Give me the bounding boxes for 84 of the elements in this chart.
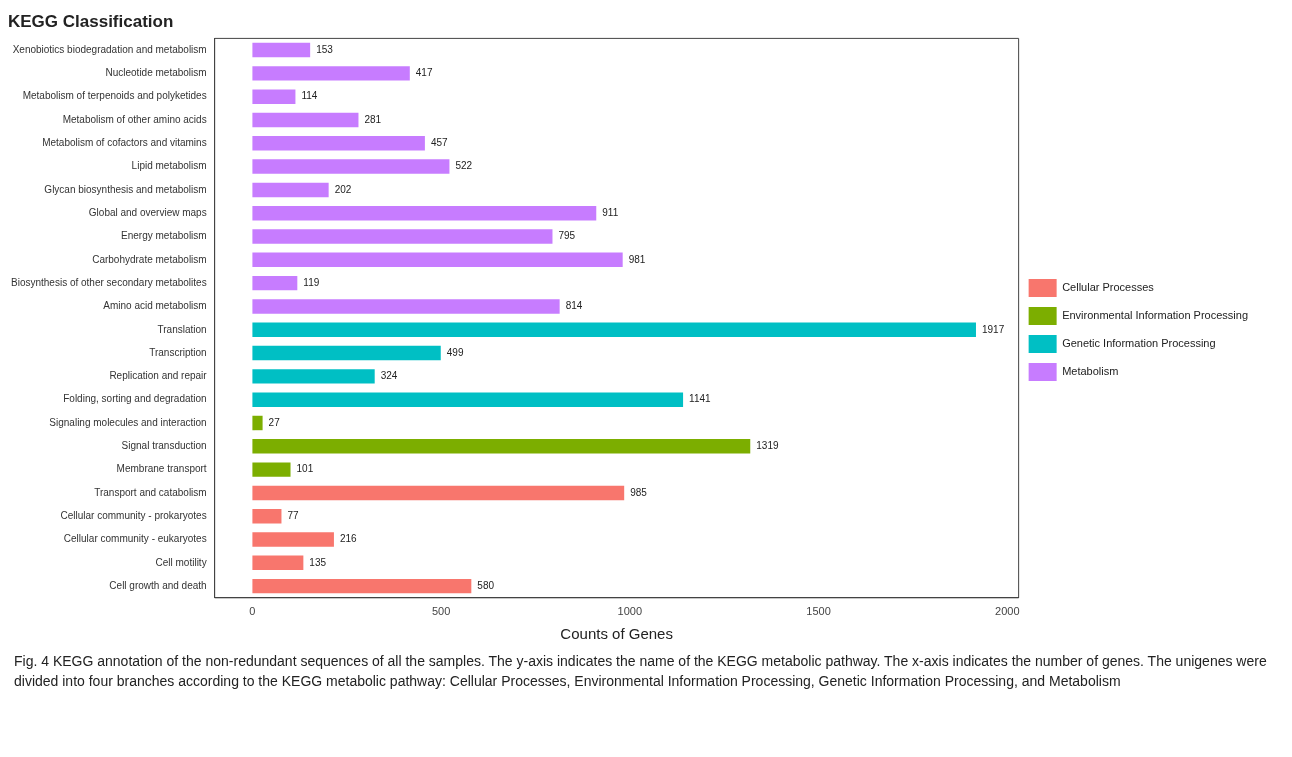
- y-tick-label: Xenobiotics biodegradation and metabolism: [12, 43, 207, 55]
- x-tick-label: 2000: [995, 605, 1020, 618]
- data-label: 1141: [689, 393, 712, 405]
- y-tick-label: Metabolism of cofactors and vitamins: [42, 137, 207, 149]
- y-tick-label: Cellular community - eukaryotes: [63, 533, 207, 545]
- bar: [252, 532, 334, 547]
- bar: [252, 136, 425, 151]
- x-tick-label: 1500: [806, 605, 831, 618]
- bar: [252, 66, 410, 81]
- data-label: 1917: [981, 323, 1005, 335]
- data-label: 457: [430, 137, 449, 149]
- data-label: 324: [380, 370, 398, 382]
- bar: [252, 439, 751, 454]
- y-tick-label: Lipid metabolism: [131, 160, 207, 172]
- bar: [252, 42, 311, 58]
- bar: [252, 182, 329, 198]
- data-label: 985: [630, 486, 648, 498]
- x-tick-label: 500: [431, 605, 451, 618]
- data-label: 814: [565, 300, 583, 312]
- bar: [252, 415, 263, 431]
- bar: [252, 322, 976, 337]
- y-tick-label: Carbohydrate metabolism: [92, 253, 207, 265]
- data-label: 135: [309, 556, 327, 568]
- bar: [252, 369, 375, 384]
- y-tick-label: Transcription: [149, 346, 207, 358]
- data-label: 153: [316, 43, 334, 55]
- bar: [252, 205, 597, 221]
- data-label: 911: [602, 206, 619, 218]
- bar: [252, 112, 359, 128]
- y-tick-label: Membrane transport: [116, 463, 207, 475]
- y-tick-label: Metabolism of other amino acids: [62, 113, 207, 125]
- y-tick-label: Transport and catabolism: [94, 486, 207, 498]
- data-label: 981: [628, 253, 646, 265]
- data-label: 119: [303, 276, 320, 288]
- data-label: 114: [301, 90, 318, 102]
- y-tick-label: Cell motility: [155, 556, 207, 568]
- data-label: 522: [455, 160, 473, 172]
- y-tick-label: Cell growth and death: [109, 579, 207, 591]
- data-label: 499: [446, 346, 464, 358]
- y-tick-label: Nucleotide metabolism: [105, 67, 207, 79]
- x-tick-label: 1000: [617, 605, 643, 618]
- legend-label: Genetic Information Processing: [1062, 337, 1216, 350]
- bar: [252, 485, 625, 501]
- legend-label: Cellular Processes: [1062, 281, 1155, 294]
- y-tick-label: Metabolism of terpenoids and polyketides: [22, 90, 207, 102]
- y-tick-label: Amino acid metabolism: [103, 300, 207, 312]
- data-label: 77: [287, 509, 300, 521]
- x-tick-label: 0: [249, 605, 256, 618]
- y-tick-label: Translation: [157, 323, 207, 335]
- bar: [252, 345, 441, 361]
- y-tick-label: Replication and repair: [109, 370, 208, 382]
- bar: [252, 275, 298, 291]
- bar: [252, 555, 304, 571]
- y-tick-label: Signaling molecules and interaction: [49, 416, 207, 428]
- bar: [252, 462, 291, 477]
- data-label: 1319: [756, 440, 779, 452]
- data-label: 281: [364, 113, 382, 125]
- legend-label: Environmental Information Processing: [1062, 309, 1249, 322]
- y-tick-label: Folding, sorting and degradation: [63, 393, 207, 405]
- chart-title: KEGG Classification: [8, 11, 174, 31]
- bar: [252, 252, 623, 268]
- y-tick-label: Signal transduction: [121, 440, 207, 452]
- x-axis-title: Counts of Genes: [560, 625, 673, 643]
- legend-label: Metabolism: [1062, 365, 1119, 378]
- data-label: 27: [268, 416, 281, 428]
- y-tick-label: Energy metabolism: [121, 230, 207, 242]
- bar: [252, 89, 296, 104]
- bar: [252, 299, 560, 314]
- bar: [252, 509, 282, 524]
- data-label: 417: [415, 67, 433, 79]
- data-label: 202: [334, 183, 352, 195]
- y-tick-label: Glycan biosynthesis and metabolism: [44, 183, 207, 195]
- y-tick-label: Biosynthesis of other secondary metabolites: [10, 276, 207, 288]
- data-label: 795: [558, 230, 576, 242]
- data-label: 580: [477, 579, 495, 591]
- y-tick-label: Cellular community - prokaryotes: [60, 509, 207, 521]
- data-label: 216: [339, 533, 358, 545]
- data-label: 101: [296, 463, 314, 475]
- caption: Fig. 4 KEGG annotation of the non-redundant sequences of all the samples. The y-axis indicates the name of the KEGG metabolic pathway. The x-axis indicates the number of genes. The unigenes were divided into four branches according to the KEGG metabolic pathway: Cellular Processes, Environmental Information Processing, Genetic Information Processing, and Metabolism: [13, 652, 1268, 691]
- bar: [252, 229, 553, 244]
- bar: [252, 392, 684, 407]
- y-tick-label: Global and overview maps: [88, 206, 207, 218]
- bar: [252, 159, 450, 174]
- bar: [252, 578, 472, 594]
